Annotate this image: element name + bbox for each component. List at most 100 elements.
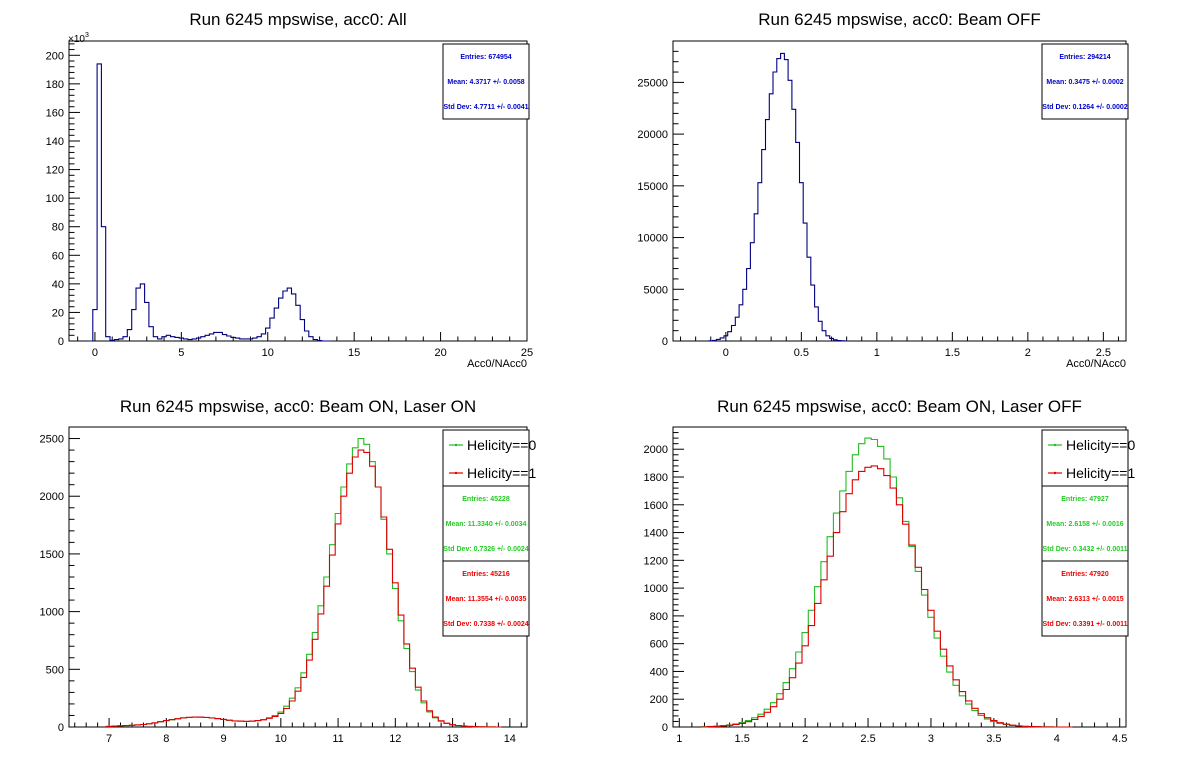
y-tick-label: 1000 [40, 607, 64, 619]
x-tick-label: 8 [163, 733, 169, 745]
legend-label: Helicity==1 [467, 465, 536, 481]
stats-entries: Entries: 47920 [1061, 571, 1109, 578]
y-tick-label: 80 [52, 222, 64, 234]
y-tick-label: 1400 [644, 528, 668, 540]
y-tick-label: 60 [52, 250, 64, 262]
stats-std-dev: Std Dev: 0.7326 +/- 0.0024 [443, 546, 529, 553]
y-tick-label: 2500 [40, 434, 64, 446]
y-tick-label: 200 [46, 50, 64, 62]
x-tick-label: 7 [106, 733, 112, 745]
legend-box: Helicity==0 Helicity==1 [1041, 429, 1135, 487]
y-tick-label: 40 [52, 279, 64, 291]
y-tick-label: 600 [650, 639, 668, 651]
x-tick-label: 1 [874, 347, 880, 359]
y-tick-label: 1800 [644, 472, 668, 484]
x-tick-label: 2.5 [1096, 347, 1111, 359]
chart-title: Run 6245 mpswise, acc0: Beam ON, Laser O… [120, 397, 476, 416]
x-tick-label: 3.5 [986, 733, 1001, 745]
stats-box-1: Entries: 294214 Mean: 0.3475 +/- 0.0002 St… [1041, 43, 1129, 120]
stats-std-dev: Std Dev: 0.7338 +/- 0.0024 [443, 621, 529, 628]
stats-mean: Mean: 0.3475 +/- 0.0002 [1046, 79, 1123, 86]
legend-marker [1053, 471, 1057, 475]
y-tick-label: 800 [650, 611, 668, 623]
x-tick-label: 0 [723, 347, 729, 359]
histogram-series-2 [700, 465, 1073, 728]
stats-frame [442, 560, 530, 637]
histogram-series-1 [700, 437, 1073, 728]
legend-marker [1053, 443, 1057, 447]
x-tick-label: 4 [1054, 733, 1060, 745]
histogram-panel-4: Run 6245 mpswise, acc0: Beam ON, Laser O… [644, 397, 1136, 745]
stats-frame [1041, 485, 1129, 562]
chart-title: Run 6245 mpswise, acc0: Beam OFF [758, 10, 1041, 29]
stats-frame [1041, 43, 1129, 120]
x-tick-label: 15 [348, 347, 360, 359]
y-tick-label: 1600 [644, 500, 668, 512]
x-tick-label: 11 [332, 733, 343, 745]
x-tick-label: 0.5 [794, 347, 809, 359]
x-tick-label: 1 [676, 733, 682, 745]
y-tick-label: 2000 [644, 444, 668, 456]
y-tick-label: 1000 [644, 583, 668, 595]
stats-frame [1041, 560, 1129, 637]
x-tick-label: 3 [928, 733, 934, 745]
stats-entries: Entries: 45228 [462, 496, 510, 503]
legend-marker [454, 443, 458, 447]
x-tick-label: 20 [434, 347, 446, 359]
histogram-series-1 [88, 63, 331, 342]
x-tick-label: 10 [262, 347, 274, 359]
x-tick-label: 2 [802, 733, 808, 745]
y-tick-label: 10000 [637, 233, 668, 245]
x-tick-label: 9 [221, 733, 227, 745]
x-tick-label: 1.5 [945, 347, 960, 359]
y-tick-label: 0 [58, 722, 64, 734]
y-exponent-power: 3 [85, 32, 89, 39]
plot-frame [68, 40, 528, 342]
y-exponent-label: ×103 [68, 32, 89, 45]
stats-frame [442, 43, 530, 120]
y-tick-label: 0 [662, 722, 668, 734]
y-tick-label: 140 [46, 136, 64, 148]
y-tick-label: 100 [46, 193, 64, 205]
x-tick-label: 12 [389, 733, 401, 745]
stats-box-2: Entries: 45216 Mean: 11.3554 +/- 0.0035 St… [442, 560, 530, 637]
y-tick-label: 20 [52, 307, 64, 319]
y-tick-label: 1500 [40, 549, 64, 561]
stats-mean: Mean: 2.6158 +/- 0.0016 [1046, 521, 1123, 528]
stats-box-1: Entries: 45228 Mean: 11.3340 +/- 0.0034 St… [442, 485, 530, 562]
histogram-panel-3: Run 6245 mpswise, acc0: Beam ON, Laser O… [40, 397, 537, 745]
legend-label: Helicity==0 [1066, 437, 1135, 453]
stats-mean: Mean: 2.6313 +/- 0.0015 [1046, 596, 1123, 603]
legend-label: Helicity==1 [1066, 465, 1135, 481]
histogram-panel-2: Run 6245 mpswise, acc0: Beam OFF 0 0.5 1 1.5… [637, 10, 1129, 370]
y-tick-label: 500 [46, 664, 64, 676]
x-tick-label: 2.5 [860, 733, 875, 745]
y-tick-label: 0 [662, 336, 668, 348]
y-tick-label: 25000 [637, 77, 668, 89]
x-tick-label: 25 [521, 347, 533, 359]
stats-frame [442, 485, 530, 562]
histogram-series-1 [708, 52, 849, 342]
stats-mean: Mean: 11.3340 +/- 0.0034 [446, 521, 527, 528]
stats-box-2: Entries: 47920 Mean: 2.6313 +/- 0.0015 Std… [1041, 560, 1129, 637]
stats-std-dev: Std Dev: 0.3432 +/- 0.0011 [1042, 546, 1127, 553]
stats-entries: Entries: 45216 [462, 571, 510, 578]
y-tick-label: 15000 [637, 181, 668, 193]
x-tick-label: 2 [1025, 347, 1031, 359]
y-tick-label: 0 [58, 336, 64, 348]
y-tick-label: 160 [46, 107, 64, 119]
y-tick-label: 120 [46, 165, 64, 177]
x-tick-label: 1.5 [735, 733, 750, 745]
x-tick-label: 14 [504, 733, 516, 745]
stats-std-dev: Std Dev: 4.7711 +/- 0.0041 [443, 104, 528, 111]
plot-frame [672, 40, 1127, 342]
chart-title: Run 6245 mpswise, acc0: Beam ON, Laser O… [717, 397, 1082, 416]
x-axis-label: Acc0/NAcc0 [467, 358, 527, 370]
y-tick-label: 1200 [644, 555, 668, 567]
legend-frame [1041, 429, 1129, 487]
stats-box-1: Entries: 674954 Mean: 4.3717 +/- 0.0058 St… [442, 43, 530, 120]
stats-mean: Mean: 4.3717 +/- 0.0058 [447, 79, 524, 86]
y-tick-label: 180 [46, 79, 64, 91]
y-tick-label: 2000 [40, 491, 64, 503]
